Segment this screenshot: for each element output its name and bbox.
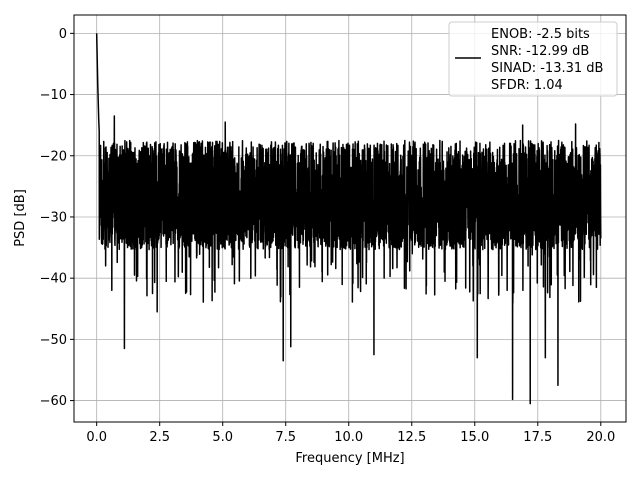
psd-series-line	[95, 33, 602, 405]
legend: ENOB: -2.5 bits SNR: -12.99 dB SINAD: -1…	[448, 21, 618, 97]
y-tick-label: 0	[59, 27, 67, 42]
y-axis: 0 −10 −20 −30 −40 −50 −60	[40, 27, 74, 409]
plot-area	[95, 33, 602, 405]
x-tick-label: 0.0	[86, 430, 107, 445]
plot-frame	[73, 14, 627, 423]
x-tick-label: 2.5	[149, 430, 170, 445]
x-tick-label: 12.5	[397, 430, 426, 445]
legend-sfdr: SFDR: 1.04	[491, 78, 563, 93]
x-tick-label: 20.0	[586, 430, 615, 445]
x-axis-label: Frequency [MHz]	[295, 451, 404, 466]
y-tick-label: −30	[40, 210, 67, 225]
x-tick-label: 15.0	[460, 430, 489, 445]
legend-box	[448, 21, 618, 97]
y-tick-label: −50	[40, 333, 67, 348]
y-tick-label: −10	[40, 88, 67, 103]
y-axis-label: PSD [dB]	[13, 189, 28, 247]
y-tick-label: −40	[40, 272, 67, 287]
x-tick-label: 5.0	[212, 430, 233, 445]
legend-snr: SNR: -12.99 dB	[491, 44, 589, 59]
x-tick-label: 10.0	[334, 430, 363, 445]
y-tick-label: −60	[40, 394, 67, 409]
y-tick-label: −20	[40, 149, 67, 164]
x-axis: 0.0 2.5 5.0 7.5 10.0 12.5 15.0 17.5 20.0	[86, 422, 615, 445]
legend-enob: ENOB: -2.5 bits	[491, 27, 590, 42]
legend-sinad: SINAD: -13.31 dB	[491, 61, 603, 76]
x-tick-label: 17.5	[523, 430, 552, 445]
x-tick-label: 7.5	[275, 430, 296, 445]
series-group	[95, 33, 602, 405]
